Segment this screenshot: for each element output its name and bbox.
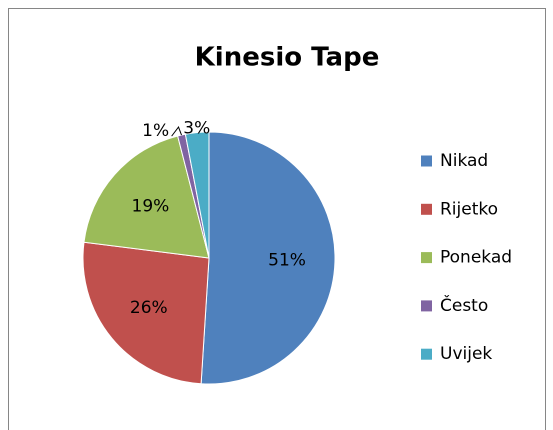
pie-slice [83, 135, 210, 259]
leader-line [171, 126, 182, 137]
pie-slice [82, 241, 210, 385]
legend-swatch [421, 252, 432, 264]
legend-swatch [421, 203, 432, 215]
pie-slice [184, 131, 210, 259]
pie-slice [200, 131, 336, 385]
legend-label: Nikad [440, 151, 488, 171]
legend-swatch [421, 300, 432, 312]
data-label: 19% [132, 196, 170, 216]
legend-label: Rijetko [440, 199, 498, 219]
data-label: 26% [130, 298, 168, 318]
legend-label: Uvijek [440, 344, 492, 364]
data-label: 3% [183, 119, 210, 139]
data-label: 51% [268, 250, 306, 270]
legend-swatch [421, 155, 432, 167]
data-label: 1% [142, 121, 169, 141]
legend-swatch [421, 348, 432, 360]
legend-label: Često [440, 294, 488, 316]
chart-title: Kinesio Tape [195, 43, 380, 73]
legend-label: Ponekad [440, 248, 512, 268]
